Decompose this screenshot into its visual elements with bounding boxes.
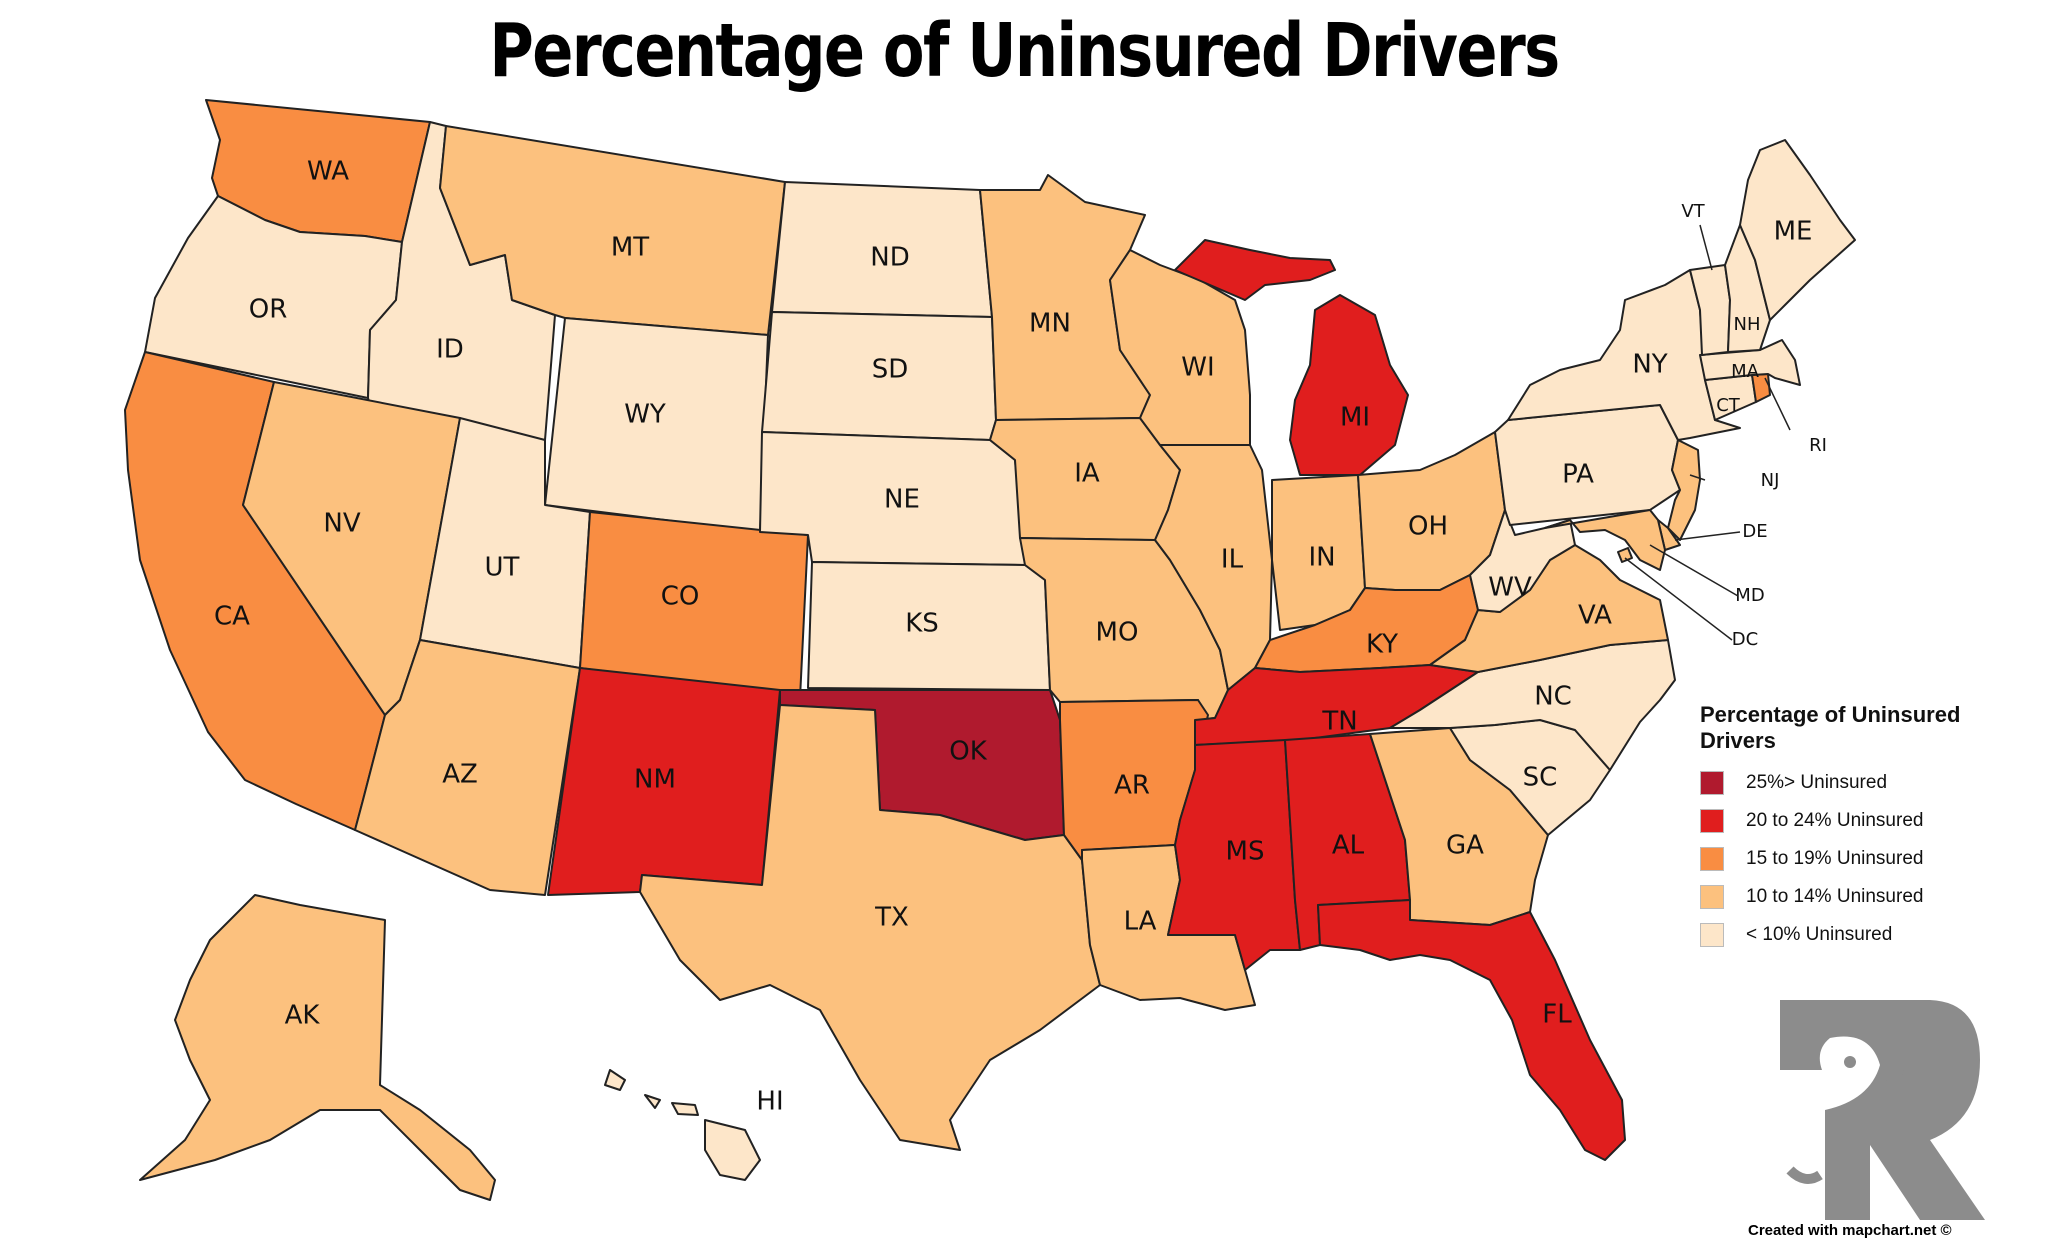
state-label-NE: NE [884,485,920,515]
state-label-WA: WA [307,157,349,187]
state-label-DE: DE [1742,521,1767,542]
state-label-GA: GA [1446,831,1484,861]
state-MI[interactable] [1174,239,1409,476]
legend-label: 25%> Uninsured [1746,771,1888,793]
state-label-DC: DC [1732,629,1758,650]
state-label-MI: MI [1340,403,1370,433]
state-AK[interactable] [139,894,496,1201]
legend-item: 20 to 24% Uninsured [1700,806,2020,835]
state-label-AR: AR [1114,771,1150,801]
state-label-PA: PA [1562,460,1594,490]
state-label-UT: UT [485,553,520,583]
state-label-MD: MD [1735,585,1764,606]
state-label-MA: MA [1731,361,1760,382]
state-ME[interactable] [1739,139,1856,321]
leader-lines [1624,224,1791,641]
state-label-ME: ME [1774,217,1813,247]
legend-label: 15 to 19% Uninsured [1746,847,1924,869]
legend-item: 10 to 14% Uninsured [1700,882,2020,911]
state-label-SC: SC [1523,763,1558,793]
state-NJ[interactable] [1667,439,1701,541]
state-label-OH: OH [1408,512,1448,542]
state-label-NC: NC [1534,682,1572,712]
legend-title: Percentage of Uninsured Drivers [1700,702,1961,753]
legend: Percentage of Uninsured Drivers 25%> Uni… [1700,702,2020,949]
state-label-MN: MN [1029,309,1071,339]
state-label-VT: VT [1681,201,1705,222]
legend-items: 25%> Uninsured 20 to 24% Uninsured 15 to 1… [1700,768,2020,949]
state-label-NM: NM [634,765,676,795]
state-label-MT: MT [611,233,649,263]
state-label-AL: AL [1332,831,1365,861]
state-label-TN: TN [1321,707,1357,737]
state-label-ND: ND [870,243,909,273]
legend-swatch [1700,884,1724,909]
state-label-CO: CO [661,582,700,612]
state-label-MO: MO [1096,618,1139,648]
state-label-FL: FL [1542,1000,1572,1030]
state-label-NJ: NJ [1761,470,1780,491]
state-label-AK: AK [285,1001,321,1031]
state-IL[interactable] [1154,444,1273,691]
state-label-IL: IL [1221,545,1244,575]
legend-label: 10 to 14% Uninsured [1746,885,1924,907]
state-label-ID: ID [436,335,464,365]
state-label-VA: VA [1578,601,1612,631]
state-label-IA: IA [1074,459,1100,489]
leader-line [1699,224,1713,271]
eagle-r-logo [1780,1000,1985,1220]
state-label-KY: KY [1366,630,1398,660]
leader-line [1674,531,1741,541]
leader-line [1649,544,1739,597]
state-TX[interactable] [639,704,1101,1151]
state-label-IN: IN [1308,543,1335,573]
state-label-HI: HI [756,1087,783,1117]
legend-swatch [1700,922,1724,947]
state-label-WI: WI [1181,353,1214,383]
state-FL[interactable] [1317,899,1626,1161]
state-label-OR: OR [249,295,288,325]
state-label-SD: SD [872,355,909,385]
state-label-NV: NV [323,509,360,539]
state-label-LA: LA [1124,907,1157,937]
state-label-RI: RI [1809,435,1827,456]
state-label-AZ: AZ [442,760,478,790]
legend-item: < 10% Uninsured [1700,920,2020,949]
state-label-NH: NH [1734,314,1761,335]
state-label-CA: CA [214,602,250,632]
state-labels: WA OR CA ID NV MT WY UT AZ CO NM ND SD NE KS OK TX MN IA MO… [214,157,1827,1117]
map-title: Percentage of Uninsured Drivers [489,8,1560,94]
legend-item: 15 to 19% Uninsured [1700,844,2020,873]
leader-line [1764,377,1791,431]
state-label-NY: NY [1632,350,1667,380]
legend-label: < 10% Uninsured [1746,923,1893,945]
state-label-WY: WY [624,400,666,430]
state-HI[interactable] [604,1069,761,1181]
state-MA[interactable] [1699,339,1801,386]
state-label-WV: WV [1488,573,1532,603]
state-label-TX: TX [874,903,909,933]
state-WV[interactable] [1469,509,1576,613]
legend-swatch [1700,770,1724,795]
credit-text: Created with mapchart.net © [1748,1222,1952,1239]
leader-line [1624,557,1733,641]
state-label-KS: KS [905,609,939,639]
legend-swatch [1700,846,1724,871]
state-label-CT: CT [1716,395,1741,416]
state-label-MS: MS [1226,837,1265,867]
legend-swatch [1700,808,1724,833]
legend-item: 25%> Uninsured [1700,768,2020,797]
legend-label: 20 to 24% Uninsured [1746,809,1924,831]
state-MD[interactable] [1544,509,1666,571]
leader-line [1689,474,1706,481]
state-label-OK: OK [949,737,987,767]
state-DC[interactable] [1617,547,1633,563]
